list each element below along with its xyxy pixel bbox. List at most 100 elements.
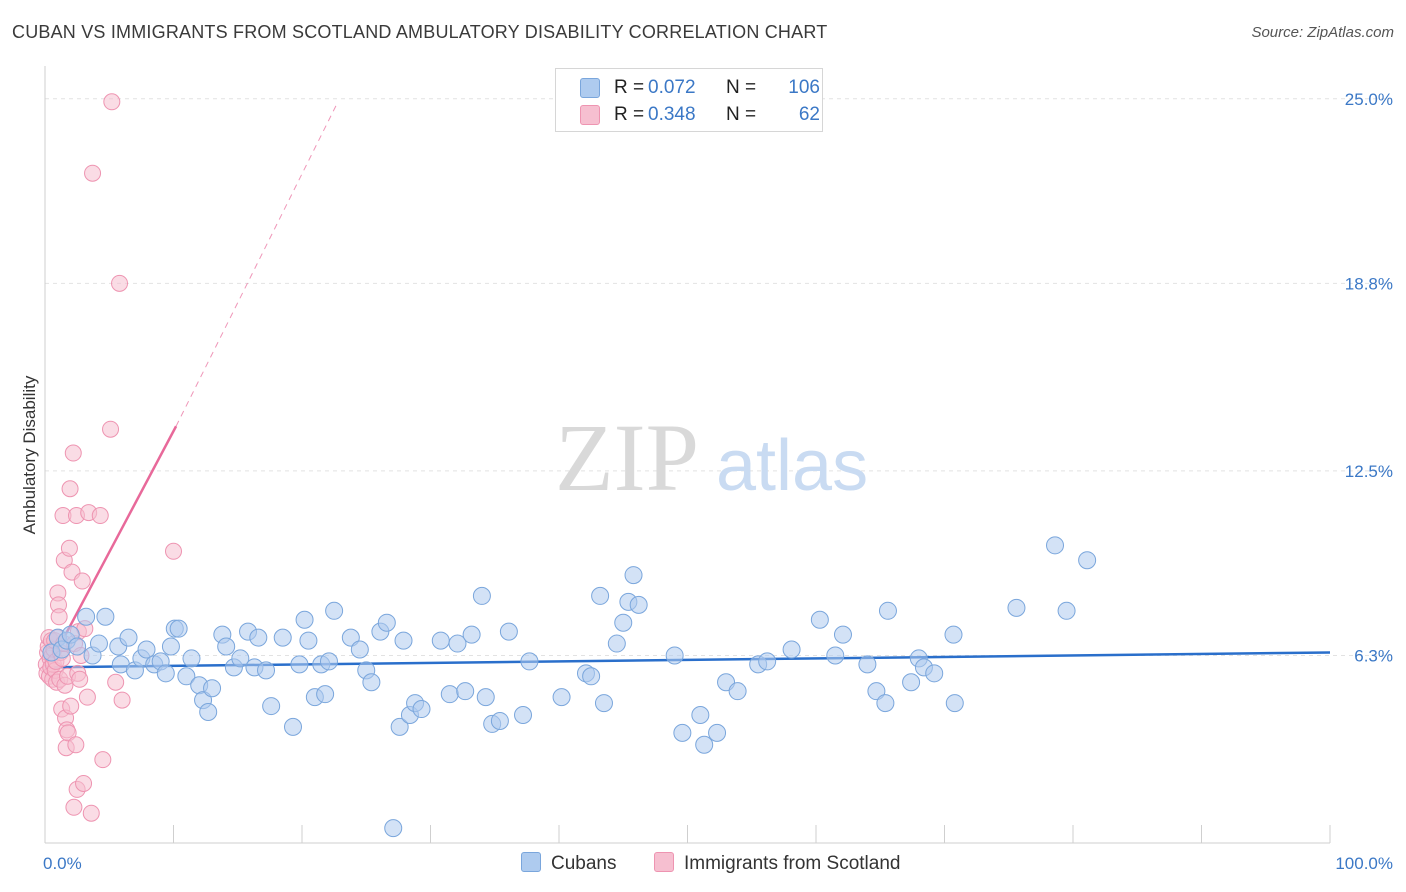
cubans-point bbox=[1078, 551, 1097, 570]
scotland-point bbox=[94, 751, 112, 769]
bottom-legend-scotland[interactable]: Immigrants from Scotland bbox=[654, 852, 900, 875]
cubans-point bbox=[673, 723, 692, 742]
y-tick-label: 6.3% bbox=[1354, 646, 1393, 665]
cubans-point bbox=[876, 694, 895, 713]
cubans-point bbox=[299, 631, 318, 650]
cubans-point bbox=[284, 717, 303, 736]
cubans-point bbox=[945, 694, 964, 713]
y-tick-label: 25.0% bbox=[1345, 90, 1393, 109]
cubans-point bbox=[708, 723, 727, 742]
cubans-point bbox=[182, 649, 201, 668]
cubans-point bbox=[203, 679, 222, 698]
scotland-point bbox=[61, 480, 79, 498]
cubans-point bbox=[902, 673, 921, 692]
cubans-point bbox=[499, 622, 518, 641]
cubans-point bbox=[161, 637, 180, 656]
cubans-point bbox=[431, 631, 450, 650]
stats-legend: R = 0.072 N = 106 R = 0.348 N = 62 bbox=[555, 68, 823, 132]
trend-lines bbox=[43, 101, 1331, 674]
cubans-point bbox=[412, 700, 431, 719]
cubans-point bbox=[607, 634, 626, 653]
cubans-point bbox=[137, 640, 156, 659]
cubans-point bbox=[867, 682, 886, 701]
cubans-point bbox=[217, 637, 236, 656]
cubans-point bbox=[462, 625, 481, 644]
cubans-point bbox=[89, 634, 108, 653]
cubans-point bbox=[456, 682, 475, 701]
cubans-point bbox=[77, 607, 96, 626]
y-tick-label: 18.8% bbox=[1345, 274, 1393, 293]
scotland-point bbox=[59, 724, 77, 742]
cubans-point bbox=[826, 646, 845, 665]
x-tick-label: 100.0% bbox=[1335, 854, 1393, 873]
cubans-point bbox=[514, 705, 533, 724]
scotland-trend-extension bbox=[175, 101, 339, 427]
scotland-point bbox=[50, 608, 68, 626]
cubans-point bbox=[665, 646, 684, 665]
scotland-point bbox=[65, 798, 83, 816]
cubans-point bbox=[1046, 536, 1065, 555]
scotland-point bbox=[165, 542, 182, 560]
scotland-point bbox=[64, 444, 82, 462]
cubans-point bbox=[728, 682, 747, 701]
scotland-point bbox=[62, 697, 80, 715]
bottom-legend-label-cubans: Cubans bbox=[551, 853, 617, 874]
cubans-point bbox=[394, 631, 413, 650]
cubans-point bbox=[262, 697, 281, 716]
cubans-point bbox=[68, 637, 87, 656]
cubans-point bbox=[390, 717, 409, 736]
scotland-point bbox=[107, 673, 125, 691]
watermark-zip: ZIP bbox=[555, 404, 699, 511]
legend-n-key: N = bbox=[726, 77, 757, 98]
scotland-point bbox=[84, 164, 102, 182]
cubans-point bbox=[295, 610, 314, 629]
scotland-point bbox=[111, 274, 129, 292]
scotland-point bbox=[71, 670, 89, 688]
cubans-point bbox=[591, 586, 610, 605]
cubans-point bbox=[629, 595, 648, 614]
scotland-point bbox=[91, 507, 109, 525]
scotland-point bbox=[113, 691, 131, 709]
scotland-point bbox=[75, 774, 93, 792]
cubans-point bbox=[695, 735, 714, 754]
cubans-point bbox=[350, 640, 369, 659]
cubans-point bbox=[810, 610, 829, 629]
cubans-point bbox=[594, 694, 613, 713]
cubans-point bbox=[231, 649, 250, 668]
legend-n-value: 106 bbox=[788, 77, 820, 98]
legend-r-value: 0.348 bbox=[648, 104, 696, 125]
scotland-point bbox=[102, 420, 120, 438]
scotland-point bbox=[82, 804, 100, 822]
axes bbox=[44, 66, 1331, 844]
bottom-legend-cubans[interactable]: Cubans bbox=[521, 852, 617, 875]
cubans-point bbox=[758, 652, 777, 671]
bottom-legend-swatch-scotland bbox=[654, 852, 674, 872]
cubans-point bbox=[341, 628, 360, 647]
cubans-point bbox=[199, 703, 218, 722]
bottom-legend-label-scotland: Immigrants from Scotland bbox=[684, 853, 901, 874]
legend-n-value: 62 bbox=[798, 104, 820, 125]
cubans-point bbox=[944, 625, 963, 644]
cubans-point bbox=[472, 586, 491, 605]
legend-r-value: 0.072 bbox=[648, 77, 696, 98]
cubans-point bbox=[273, 628, 292, 647]
legend-swatch-scotland bbox=[580, 105, 600, 125]
legend-swatch-cubans bbox=[580, 78, 600, 98]
cubans-point bbox=[582, 667, 601, 686]
cubans-point bbox=[878, 601, 897, 620]
cubans-point bbox=[858, 655, 877, 674]
cubans-point bbox=[377, 613, 396, 632]
cubans-point bbox=[624, 566, 643, 585]
cubans-point bbox=[316, 685, 335, 704]
y-axis-label: Ambulatory Disability bbox=[20, 375, 39, 535]
scotland-point bbox=[103, 93, 121, 111]
cubans-point bbox=[520, 652, 539, 671]
cubans-point bbox=[448, 634, 467, 653]
cubans-point bbox=[1057, 601, 1076, 620]
cubans-point bbox=[384, 819, 403, 838]
scotland-point bbox=[73, 572, 91, 590]
cubans-point bbox=[691, 705, 710, 724]
cubans-point bbox=[290, 655, 309, 674]
cubans-point bbox=[833, 625, 852, 644]
